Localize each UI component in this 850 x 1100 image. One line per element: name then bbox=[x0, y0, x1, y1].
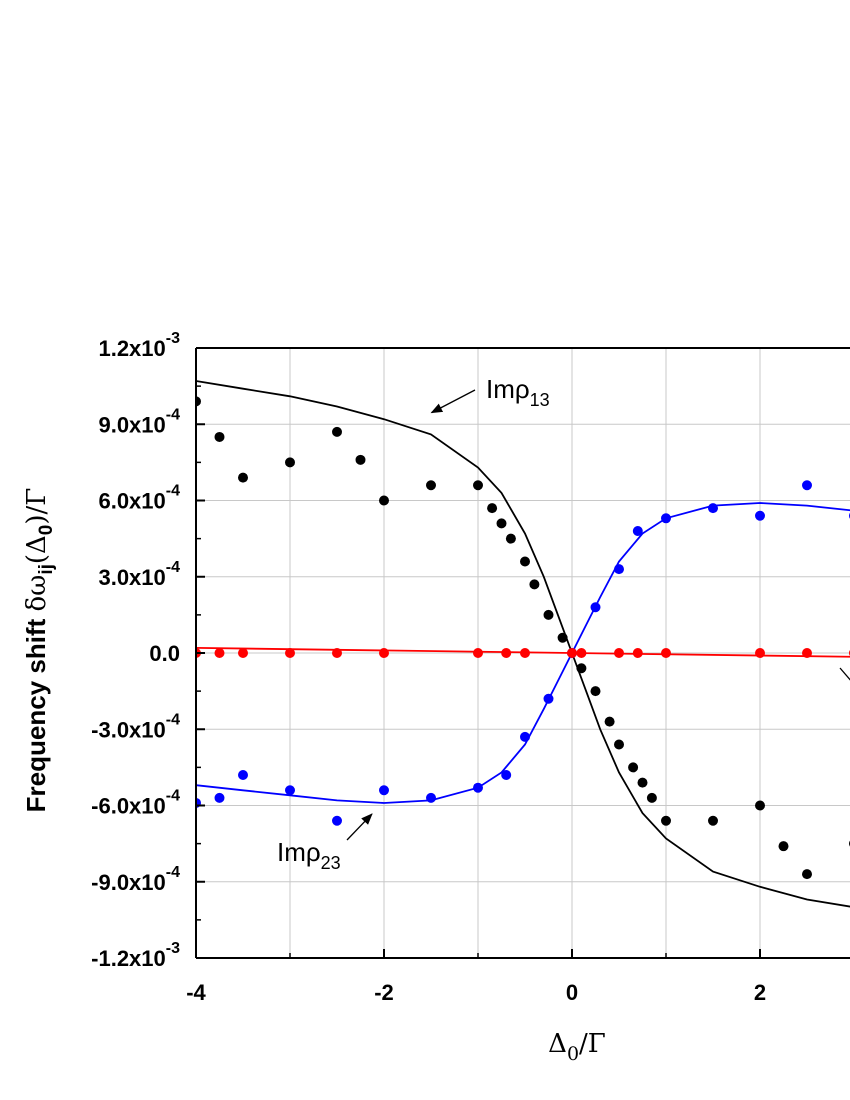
data-point bbox=[332, 648, 342, 658]
axes: 1.2x10-3 9.0x10-4 6.0x10-4 3.0x10-4 0.0 -3.0x… bbox=[91, 330, 850, 1005]
data-point bbox=[473, 782, 483, 793]
y-tick-label: 9.0x10-4 bbox=[98, 406, 180, 437]
data-point bbox=[576, 663, 587, 674]
data-point bbox=[590, 686, 601, 697]
data-point bbox=[567, 648, 577, 658]
data-point bbox=[379, 785, 389, 796]
data-point bbox=[238, 648, 248, 658]
y-tick-label: -1.2x10-3 bbox=[91, 940, 180, 971]
data-point bbox=[238, 770, 248, 780]
data-point bbox=[332, 815, 342, 826]
partial-annotation-arrow bbox=[839, 667, 850, 681]
y-tick-label: 3.0x10-4 bbox=[98, 559, 180, 590]
data-point bbox=[214, 792, 225, 803]
data-point bbox=[802, 480, 812, 491]
data-point bbox=[802, 869, 812, 880]
data-point bbox=[496, 518, 507, 529]
data-point bbox=[557, 632, 568, 643]
x-axis-label: Δ0/Γ bbox=[548, 1029, 606, 1065]
data-point bbox=[604, 716, 615, 727]
data-point bbox=[661, 815, 671, 826]
annotation-arrow-23 bbox=[346, 813, 373, 841]
data-point bbox=[543, 693, 554, 704]
data-point bbox=[520, 731, 530, 742]
data-point bbox=[755, 800, 765, 811]
series-line-0 bbox=[196, 380, 850, 908]
data-point bbox=[708, 815, 718, 826]
data-point bbox=[802, 648, 812, 658]
data-point bbox=[473, 480, 483, 491]
data-point bbox=[426, 792, 436, 803]
series-line-2 bbox=[196, 502, 850, 804]
data-point bbox=[628, 762, 639, 773]
data-point bbox=[238, 472, 248, 483]
annotation-label-13: Imρ13 bbox=[486, 374, 550, 410]
data-point bbox=[285, 457, 295, 468]
annotation-label-23: Imρ23 bbox=[277, 837, 341, 873]
y-tick-label: -9.0x10-4 bbox=[91, 864, 180, 895]
data-point bbox=[529, 579, 540, 590]
data-point bbox=[632, 526, 643, 536]
data-point bbox=[505, 533, 516, 544]
data-point bbox=[708, 503, 718, 514]
data-point bbox=[637, 777, 648, 788]
data-point bbox=[285, 648, 295, 658]
y-tick-label: -3.0x10-4 bbox=[91, 711, 180, 742]
data-point bbox=[632, 648, 643, 658]
x-tick-label: -4 bbox=[186, 980, 206, 1005]
annotation-arrow-13 bbox=[430, 389, 476, 414]
annotations: Imρ13 Imρ23 bbox=[277, 374, 850, 873]
y-tick-label: -6.0x10-4 bbox=[91, 788, 180, 819]
plot-area bbox=[196, 380, 850, 908]
data-point bbox=[501, 648, 512, 658]
data-point bbox=[755, 510, 765, 521]
data-point bbox=[426, 480, 436, 491]
data-point bbox=[473, 648, 483, 658]
data-point bbox=[614, 564, 624, 575]
data-point bbox=[755, 648, 765, 658]
data-point bbox=[520, 648, 530, 658]
y-tick-label: 1.2x10-3 bbox=[98, 330, 180, 361]
data-point bbox=[614, 739, 624, 750]
data-point bbox=[501, 770, 512, 780]
data-point bbox=[214, 648, 225, 658]
data-point bbox=[379, 648, 389, 658]
data-point bbox=[778, 841, 789, 852]
y-axis-label: Frequency shift δωij(Δ0)/Γ bbox=[21, 488, 57, 813]
data-point bbox=[196, 396, 201, 407]
x-tick-label: -2 bbox=[374, 980, 394, 1005]
data-point bbox=[355, 454, 366, 465]
data-point bbox=[576, 648, 587, 658]
x-tick-label: 0 bbox=[566, 980, 578, 1005]
data-point bbox=[285, 785, 295, 796]
data-point bbox=[614, 648, 624, 658]
x-tick-label: 2 bbox=[754, 980, 766, 1005]
data-point bbox=[646, 792, 657, 803]
data-point bbox=[214, 431, 225, 442]
data-point bbox=[543, 609, 554, 620]
data-point bbox=[487, 503, 498, 514]
data-point bbox=[332, 426, 342, 437]
data-point bbox=[661, 513, 671, 524]
y-tick-label: 6.0x10-4 bbox=[98, 483, 180, 514]
data-point bbox=[520, 556, 530, 567]
y-tick-label: 0.0 bbox=[149, 641, 180, 666]
data-point bbox=[661, 648, 671, 658]
data-point bbox=[379, 495, 389, 506]
data-point bbox=[590, 602, 601, 613]
